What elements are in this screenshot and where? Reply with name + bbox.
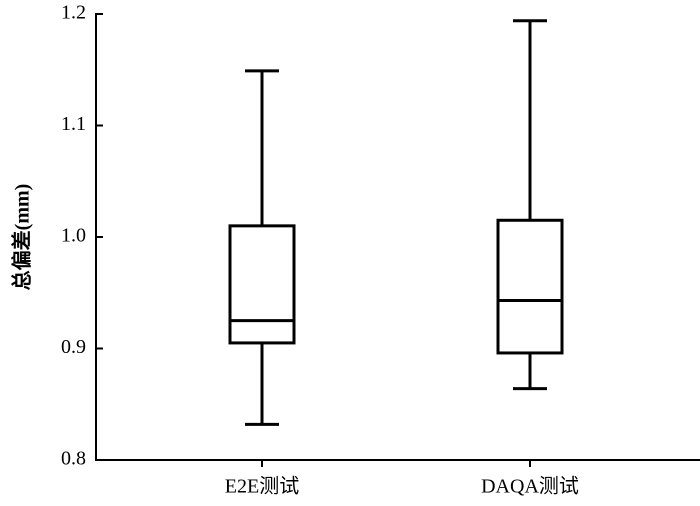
y-tick-label: 1.2 (61, 2, 86, 24)
y-tick-label: 1.1 (61, 113, 86, 135)
x-tick-label: DAQA测试 (481, 475, 579, 498)
y-tick-label: 0.8 (61, 448, 86, 470)
box (496, 218, 564, 355)
y-tick-label: 1.0 (61, 225, 86, 247)
y-axis-label: 总偏差(mm) (10, 184, 34, 291)
y-tick-label: 0.9 (61, 336, 86, 358)
x-tick-label: E2E测试 (225, 475, 299, 498)
box (228, 224, 296, 345)
